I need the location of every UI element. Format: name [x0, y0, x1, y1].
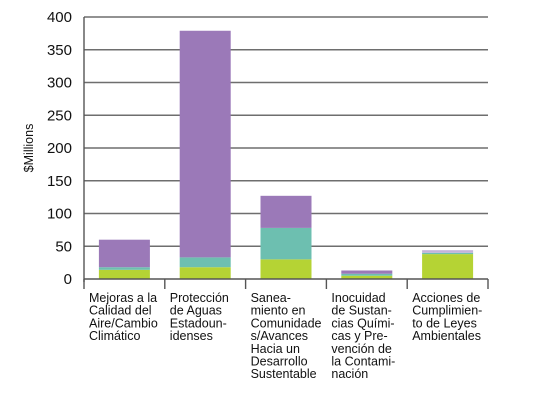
category-label-line: de Aguas — [170, 304, 222, 318]
category-label-line: Comunidade — [251, 316, 322, 330]
bar-segment-4-2 — [341, 273, 393, 276]
category-label-line: la Contami- — [331, 355, 395, 369]
category-label-line: idenses — [170, 329, 213, 343]
gridlines — [84, 16, 488, 247]
bar-segment-3-1 — [260, 259, 312, 279]
category-label-line: Sustentable — [251, 367, 317, 381]
y-tick-label: 400 — [47, 9, 72, 26]
category-label-line: s/Avances — [251, 329, 308, 343]
bar-segment-2-2 — [179, 257, 231, 268]
axes — [83, 17, 489, 289]
bar-segment-5-2 — [422, 252, 474, 255]
y-tick-label: 250 — [47, 107, 72, 124]
y-tick-label: 0 — [64, 271, 72, 288]
category-label-line: Calidad del — [89, 304, 152, 318]
bar-segment-1-1 — [98, 269, 150, 279]
category-label-line: miento en — [251, 304, 306, 318]
category-label-line: vención de — [331, 342, 392, 356]
category-label-line: Ambientales — [412, 329, 481, 343]
category-label-line: Desarrollo — [251, 355, 308, 369]
y-tick-label: 50 — [55, 238, 72, 255]
bar-segment-2-3 — [179, 30, 231, 258]
category-label-line: Hacia un — [251, 342, 300, 356]
y-tick-labels: 0 50 100 150 200 250 300 350 400 — [47, 9, 72, 288]
category-label-line: Estadoun- — [170, 316, 227, 330]
bar-segment-3-3 — [260, 195, 312, 228]
category-label-line: to de Leyes — [412, 316, 477, 330]
y-tick-label: 200 — [47, 140, 72, 157]
bar-segment-5-4 — [422, 250, 474, 253]
y-tick-label: 150 — [47, 173, 72, 190]
bar-segment-2-1 — [179, 267, 231, 279]
bar-segment-5-1 — [422, 254, 474, 279]
bar-segment-4-1 — [341, 275, 393, 279]
category-label-line: Acciones de — [412, 291, 480, 305]
y-axis-label: $Millions — [22, 124, 36, 173]
category-label-line: cias Quími- — [331, 316, 394, 330]
bar-segment-3-2 — [260, 227, 312, 260]
category-label-line: Protección — [170, 291, 229, 305]
category-label-line: Mejoras a la — [89, 291, 157, 305]
category-label-line: Cumplimien- — [412, 304, 482, 318]
bar-segment-4-3 — [341, 270, 393, 274]
category-label-line: cas y Pre- — [331, 329, 387, 343]
category-label-line: de Sustan- — [331, 304, 391, 318]
category-label-line: nación — [331, 367, 368, 381]
category-label-line: Climático — [89, 329, 140, 343]
category-label-line: Sanea- — [251, 291, 291, 305]
y-tick-label: 300 — [47, 75, 72, 92]
bar-segment-1-2 — [98, 267, 150, 270]
category-label-line: Aire/Cambio — [89, 316, 158, 330]
bars — [98, 30, 474, 279]
category-label-line: Inocuidad — [331, 291, 385, 305]
y-tick-label: 100 — [47, 206, 72, 223]
y-tick-label: 350 — [47, 42, 72, 59]
bar-segment-1-3 — [98, 239, 150, 268]
